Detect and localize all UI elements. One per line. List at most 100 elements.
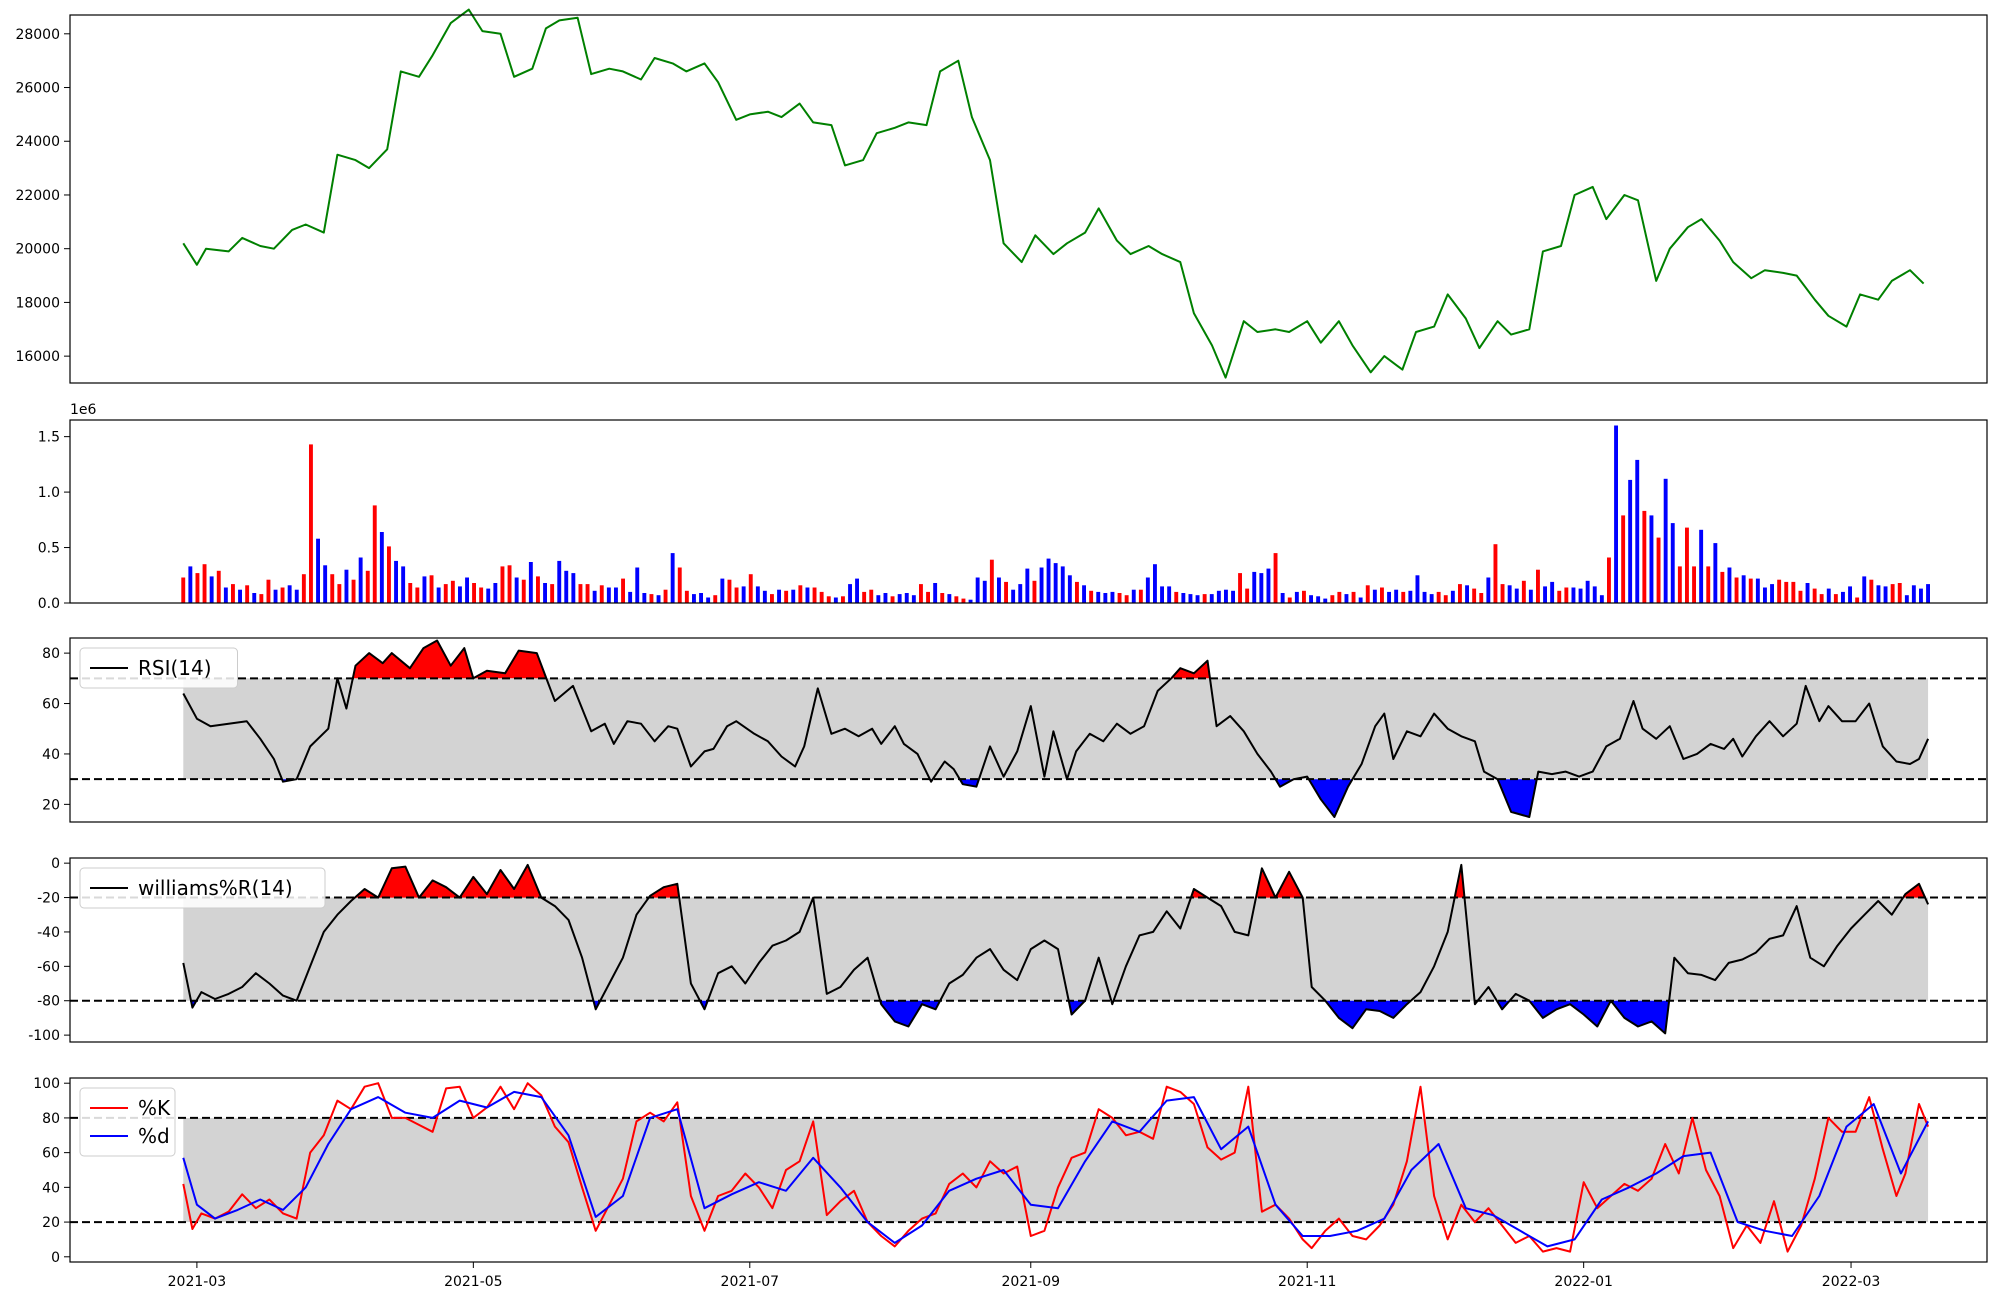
series-line [182, 1090, 1929, 1248]
volume-bar [1890, 584, 1895, 603]
volume-bar [805, 587, 810, 603]
volume-bar [770, 594, 774, 603]
axes-frame [69, 637, 1988, 823]
volume-bar [989, 559, 994, 603]
volume-bar [656, 595, 661, 603]
volume-bar [585, 584, 590, 603]
y-tick-label: -20 [37, 891, 60, 907]
volume-bar [1607, 557, 1611, 603]
volume-bar [1450, 590, 1455, 603]
y-tick-label: 60 [42, 697, 60, 713]
volume-bar [578, 584, 583, 603]
volume-bar [1082, 585, 1086, 603]
volume-bar [812, 587, 817, 603]
volume-bar [1543, 586, 1547, 603]
volume-bar [1564, 587, 1569, 603]
y-tick-label: -40 [37, 925, 60, 941]
volume-bar [1145, 577, 1150, 603]
volume-bar [1713, 543, 1718, 603]
volume-bar [323, 565, 328, 603]
volume-bar [1486, 577, 1491, 603]
volume-bar [557, 560, 562, 603]
volume-bar [1819, 594, 1824, 603]
y-tick-label: 26000 [15, 81, 60, 97]
volume-bar [202, 564, 207, 603]
volume-bar [1748, 578, 1753, 603]
volume-bar [309, 444, 313, 603]
y-tick-label: 40 [42, 747, 60, 763]
volume-bar [1571, 587, 1576, 603]
price-line [182, 8, 1925, 379]
volume-bar [1550, 581, 1555, 603]
volume-bar [1479, 593, 1484, 603]
legend-box [79, 867, 326, 909]
volume-bar [897, 594, 902, 603]
volume-bar [301, 574, 306, 603]
oversold-fill [880, 1000, 941, 1027]
volume-bar [1465, 585, 1469, 603]
volume-bar [1635, 459, 1640, 603]
volume-bar [1578, 588, 1583, 603]
volume-bar [1862, 576, 1867, 603]
x-tick-label: 2021-11 [1278, 1274, 1337, 1290]
y-tick-label: 18000 [15, 295, 60, 311]
volume-bar [1252, 571, 1257, 603]
volume-bar [911, 595, 916, 603]
volume-bar [1436, 591, 1441, 603]
overbought-fill [1275, 871, 1303, 898]
volume-bar [933, 583, 938, 603]
axes-frame [69, 419, 1988, 604]
volume-bar [493, 583, 498, 603]
volume-bar [1777, 579, 1782, 603]
volume-bar [415, 587, 420, 603]
volume-bar [777, 589, 781, 603]
volume-bar [1160, 586, 1164, 603]
volume-bar [458, 586, 462, 603]
volume-bar [1216, 590, 1221, 603]
y-tick-label: 28000 [15, 27, 60, 43]
volume-bar [316, 538, 320, 603]
volume-bar [507, 565, 512, 603]
volume-bar [1500, 584, 1505, 603]
volume-bar [1280, 593, 1285, 603]
y-tick-label: 0.5 [38, 541, 60, 557]
volume-bar [358, 557, 363, 603]
volume-bar [1224, 589, 1228, 603]
volume-bar [1075, 581, 1079, 603]
volume-bar [1231, 590, 1235, 603]
overbought-fill [354, 889, 379, 898]
volume-bar [181, 577, 186, 603]
volume-bar [982, 580, 987, 603]
volume-bar [1876, 585, 1881, 603]
volume-bar [890, 596, 895, 603]
volume-bar [1791, 581, 1796, 603]
overbought-fill [352, 640, 474, 679]
oversold-fill [959, 779, 979, 787]
y-tick-label: 40 [42, 1180, 60, 1196]
volume-bar [372, 505, 377, 603]
volume-bar [1053, 563, 1058, 603]
volume-bar [876, 595, 881, 603]
volume-bar [472, 583, 476, 603]
volume-bar [848, 584, 852, 603]
y-scale-label: 1e6 [70, 402, 97, 418]
volume-bar [1195, 595, 1200, 603]
volume-bar [1103, 593, 1108, 603]
volume-bar [1812, 588, 1817, 603]
series-line [182, 639, 1930, 818]
rsi-chart-panel: 20 40 60 80 RSI(14) [42, 637, 1988, 823]
legend-box [79, 1087, 176, 1157]
volume-bar [1798, 590, 1803, 603]
volume-bar [1046, 558, 1051, 603]
volume-bar [209, 576, 214, 603]
volume-bar [1167, 586, 1172, 603]
volume-bar [755, 586, 760, 603]
volume-bar [1004, 581, 1008, 603]
y-tick-label: 20 [42, 1215, 60, 1231]
overbought-fill [459, 864, 542, 898]
volume-bar [1011, 589, 1016, 603]
volume-bar [663, 589, 668, 603]
volume-bar [621, 578, 625, 603]
volume-bar [486, 588, 491, 603]
volume-bar [1621, 515, 1626, 603]
